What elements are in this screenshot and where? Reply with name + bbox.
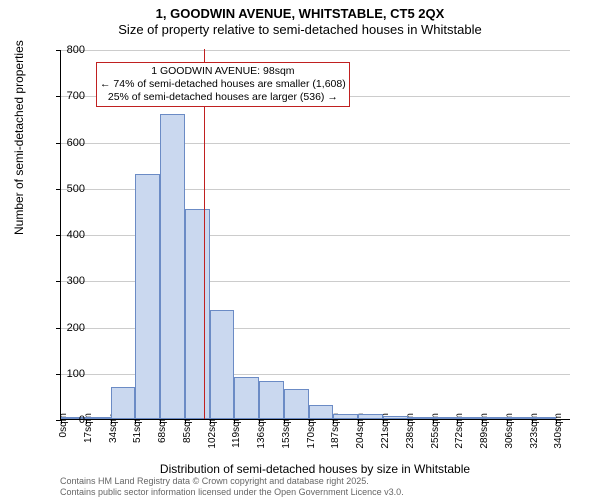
ytick-label: 100 — [67, 368, 85, 380]
ytick-mark — [56, 143, 61, 144]
histogram-bar — [532, 417, 557, 419]
ytick-label: 600 — [67, 137, 85, 149]
histogram-bar — [383, 416, 408, 419]
ytick-mark — [56, 96, 61, 97]
ytick-label: 200 — [67, 322, 85, 334]
histogram-bar — [309, 405, 334, 419]
ytick-label: 500 — [67, 183, 85, 195]
histogram-bar — [259, 381, 284, 419]
ytick-mark — [56, 50, 61, 51]
chart-title-line1: 1, GOODWIN AVENUE, WHITSTABLE, CT5 2QX — [0, 0, 600, 21]
histogram-bar — [333, 414, 358, 419]
histogram-bar — [185, 209, 210, 419]
ytick-mark — [56, 189, 61, 190]
ytick-mark — [56, 374, 61, 375]
ytick-label: 0 — [79, 414, 85, 426]
footer-attribution: Contains HM Land Registry data © Crown c… — [60, 476, 404, 497]
histogram-bar — [507, 417, 532, 419]
histogram-bar — [482, 417, 507, 419]
footer-line1: Contains HM Land Registry data © Crown c… — [60, 476, 404, 486]
y-axis-label: Number of semi-detached properties — [12, 40, 26, 235]
annotation-line: 1 GOODWIN AVENUE: 98sqm — [100, 65, 346, 78]
histogram-bar — [408, 417, 433, 419]
annotation-line: 25% of semi-detached houses are larger (… — [100, 91, 346, 104]
ytick-mark — [56, 328, 61, 329]
gridline — [61, 143, 570, 144]
plot-area: 0sqm17sqm34sqm51sqm68sqm85sqm102sqm119sq… — [60, 50, 570, 420]
gridline — [61, 50, 570, 51]
histogram-bar — [358, 414, 383, 419]
chart-title-line2: Size of property relative to semi-detach… — [0, 21, 600, 37]
ytick-label: 400 — [67, 229, 85, 241]
ytick-mark — [56, 281, 61, 282]
annotation-line: ← 74% of semi-detached houses are smalle… — [100, 78, 346, 91]
annotation-box: 1 GOODWIN AVENUE: 98sqm← 74% of semi-det… — [96, 62, 350, 107]
ytick-label: 700 — [67, 90, 85, 102]
footer-line2: Contains public sector information licen… — [60, 487, 404, 497]
histogram-bar — [111, 387, 136, 419]
x-axis-label: Distribution of semi-detached houses by … — [60, 462, 570, 476]
ytick-label: 800 — [67, 44, 85, 56]
histogram-bar — [135, 174, 160, 419]
ytick-label: 300 — [67, 275, 85, 287]
histogram-bar — [284, 389, 309, 419]
histogram-bar — [457, 417, 482, 419]
histogram-bar — [210, 310, 235, 419]
histogram-bar — [234, 377, 259, 419]
histogram-bar — [86, 417, 111, 419]
histogram-bar — [433, 417, 458, 419]
ytick-mark — [56, 235, 61, 236]
histogram-chart: 1, GOODWIN AVENUE, WHITSTABLE, CT5 2QX S… — [0, 0, 600, 500]
histogram-bar — [160, 114, 185, 419]
